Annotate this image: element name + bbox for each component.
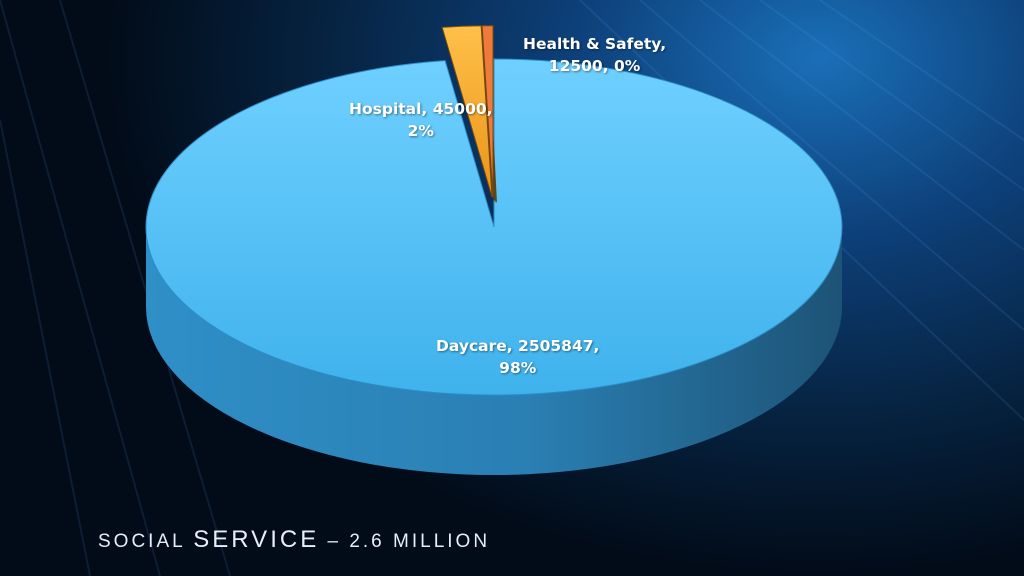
slice-daycare	[145, 58, 843, 396]
slice-side-daycare	[146, 227, 842, 475]
slice-health-safety	[481, 25, 494, 198]
slide-title: SOCIAL SERVICE – 2.6 MILLION	[98, 526, 491, 553]
slice-label-hospital: Hospital, 45000, 2%	[349, 100, 493, 140]
slice-label-daycare: Daycare, 2505847, 98%	[436, 337, 600, 377]
slice-hospital	[441, 25, 493, 198]
slice-label-health-safety: Health & Safety, 12500, 0%	[523, 35, 667, 75]
